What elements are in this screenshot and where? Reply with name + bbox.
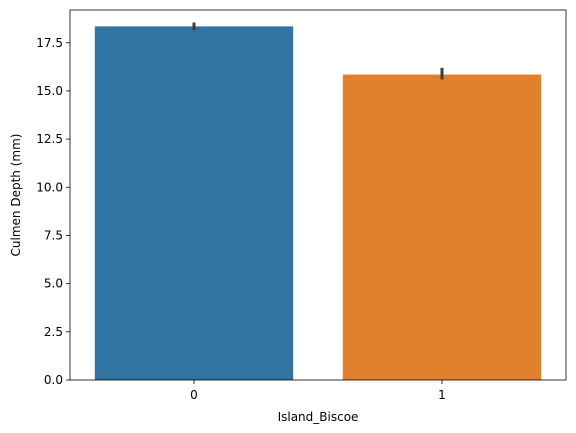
y-tick-label: 17.5	[36, 36, 63, 50]
y-tick-label: 7.5	[44, 228, 63, 242]
y-tick-label: 10.0	[36, 180, 63, 194]
bars-group	[94, 26, 542, 381]
x-tick-label-1: 1	[438, 388, 446, 402]
bar-1	[342, 74, 542, 381]
y-tick-label: 12.5	[36, 132, 63, 146]
error-bars-group	[192, 22, 444, 80]
x-tick-label-0: 0	[190, 388, 198, 402]
x-axis-label: Island_Biscoe	[278, 410, 359, 424]
plot-frame	[69, 9, 567, 381]
y-tick-label: 5.0	[44, 277, 63, 291]
y-tick-label: 0.0	[44, 373, 63, 387]
bar-0	[94, 26, 294, 380]
y-axis-label: Culmen Depth (mm)	[9, 134, 23, 257]
y-tick-label: 2.5	[44, 325, 63, 339]
y-tick-label: 15.0	[36, 84, 63, 98]
y-axis-ticks: 0.0 2.5 5.0 7.5 10.0 12.5 15.0 17.5	[36, 36, 70, 387]
